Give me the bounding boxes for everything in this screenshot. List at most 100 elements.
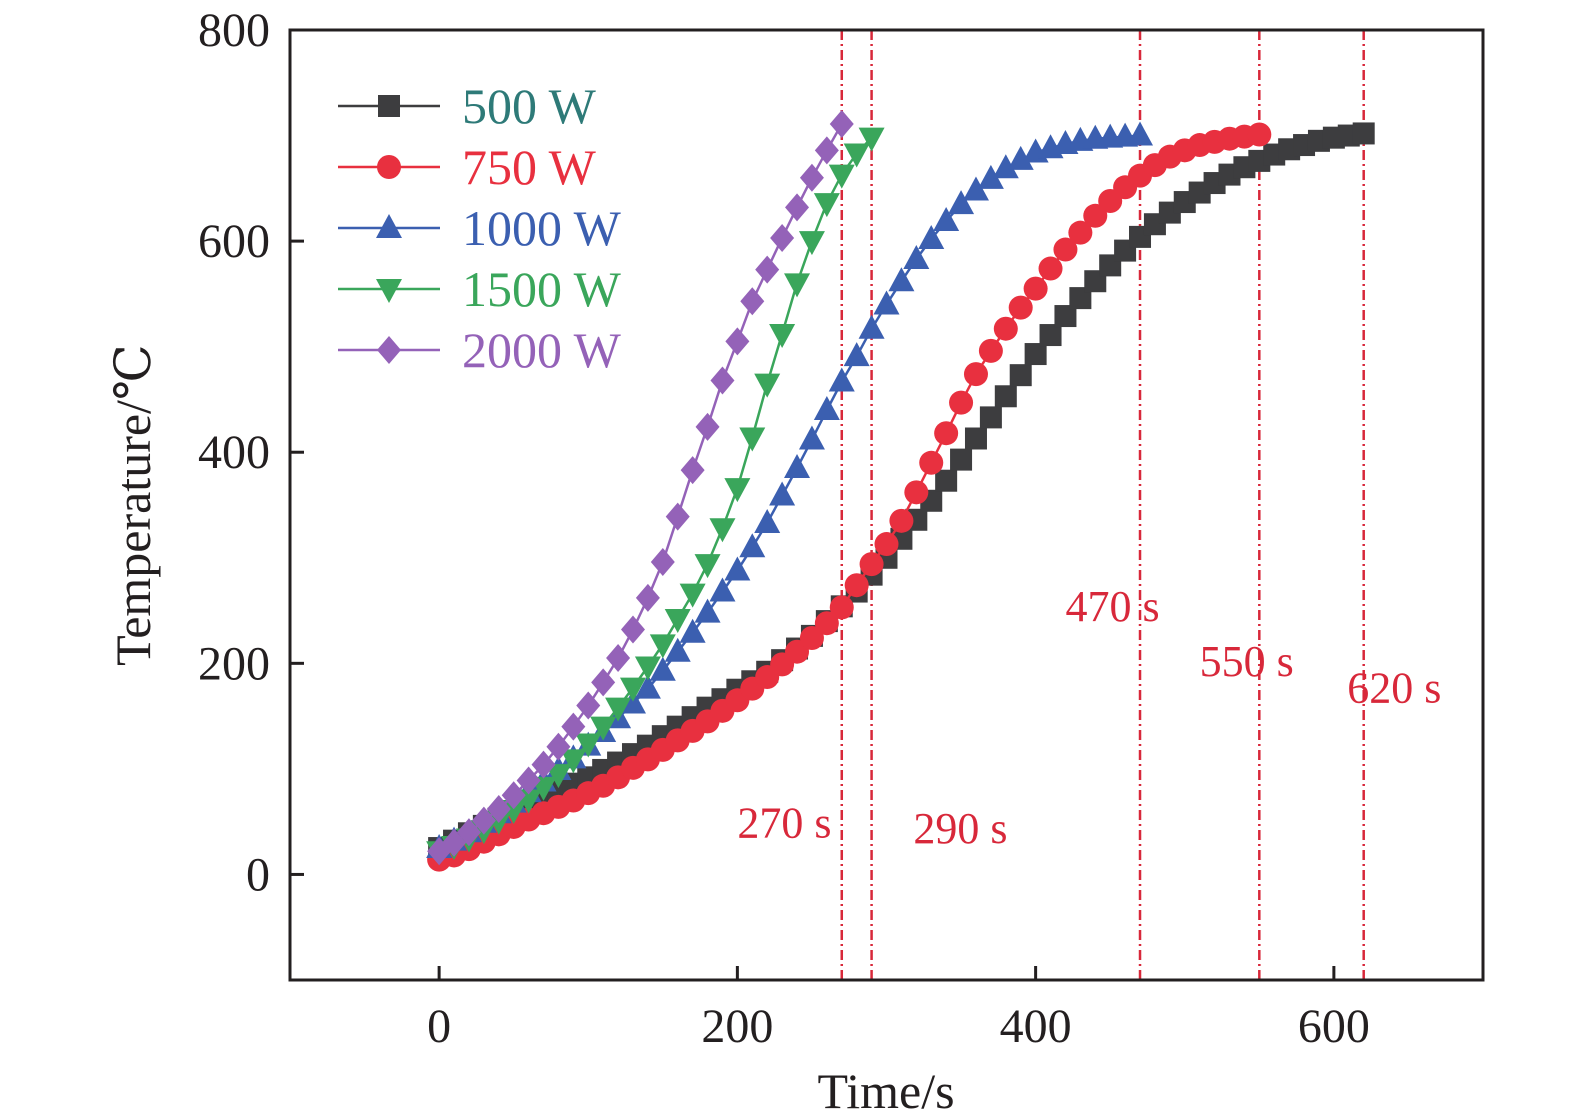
data-point (649, 656, 676, 681)
legend-marker (378, 95, 400, 117)
data-point (813, 193, 840, 218)
vline-label: 620 s (1347, 663, 1441, 712)
data-point (1023, 276, 1048, 301)
data-point (619, 677, 646, 702)
data-point (785, 193, 810, 222)
legend-label: 2000 W (462, 322, 622, 378)
y-tick-label: 0 (246, 848, 270, 901)
plot-frame (288, 28, 1485, 982)
data-point (724, 478, 751, 503)
data-point (740, 287, 765, 316)
data-point (679, 618, 706, 643)
data-point (560, 749, 587, 774)
data-point (889, 508, 914, 533)
data-point (1039, 324, 1062, 347)
x-tick-label: 400 (1000, 1000, 1072, 1053)
data-point (710, 366, 735, 395)
data-point (650, 548, 675, 576)
series-line (438, 123, 843, 853)
legend-marker (376, 279, 402, 303)
data-point (694, 598, 721, 623)
data-point (1007, 145, 1034, 170)
legend-label: 500 W (462, 78, 597, 134)
data-point (919, 450, 944, 475)
y-tick-label: 200 (198, 637, 270, 690)
data-point (634, 656, 661, 681)
data-point (545, 764, 572, 789)
data-point (843, 143, 870, 168)
data-point (858, 127, 885, 152)
vline-label: 270 s (737, 799, 831, 848)
data-point (950, 448, 973, 471)
series-2000w (427, 109, 854, 866)
data-point (754, 508, 781, 533)
y-tick-label: 400 (198, 426, 270, 479)
data-point (755, 255, 780, 284)
data-point (934, 421, 959, 446)
data-point (516, 766, 541, 795)
annotations: 270 s 290 s 470 s 550 s 620 s (737, 582, 1441, 853)
legend-entry: 2000 W (338, 322, 622, 378)
data-point (1054, 305, 1077, 328)
data-point (828, 367, 855, 392)
data-point (546, 732, 571, 761)
legend-entry: 1000 W (338, 200, 622, 256)
series-750w (427, 122, 1272, 872)
data-point (1053, 237, 1078, 262)
data-point (486, 795, 511, 823)
data-point (575, 733, 602, 758)
data-point (739, 427, 766, 452)
data-point (964, 427, 987, 450)
data-point (724, 556, 751, 581)
data-point (680, 456, 705, 485)
data-point (739, 533, 766, 558)
data-point (799, 626, 824, 650)
data-point (904, 480, 929, 505)
data-point (620, 615, 645, 644)
data-point (978, 338, 1003, 363)
data-point (694, 554, 721, 579)
data-point (829, 595, 854, 620)
data-point (1009, 364, 1032, 387)
data-point (918, 225, 945, 249)
data-point (605, 697, 632, 722)
data-point (1008, 295, 1033, 320)
axis-ticks: 0 200 400 600 0 200 400 600 800 (198, 4, 1370, 1053)
legend-marker (376, 214, 402, 238)
data-point (725, 327, 750, 356)
vline-label: 470 s (1065, 582, 1159, 631)
x-tick-label: 600 (1298, 1000, 1370, 1053)
x-tick-label: 0 (427, 1000, 451, 1053)
data-point (531, 750, 556, 779)
plot-series (426, 109, 1375, 872)
data-point (1024, 343, 1047, 366)
data-point (874, 532, 899, 557)
y-axis-label: Temperature/℃ (105, 344, 161, 666)
data-point (784, 273, 811, 298)
data-point (888, 267, 915, 292)
data-point (664, 609, 691, 633)
data-point (695, 412, 720, 441)
data-point (769, 481, 796, 506)
data-point (1127, 121, 1154, 146)
data-point (798, 231, 825, 256)
legend-marker (377, 336, 401, 364)
data-point (606, 644, 631, 673)
data-point (994, 385, 1017, 408)
data-point (1068, 220, 1093, 245)
data-point (1069, 287, 1092, 310)
legend-entry: 750 W (338, 139, 597, 195)
data-point (456, 818, 481, 847)
data-point (591, 668, 616, 697)
data-point (471, 806, 496, 835)
data-point (873, 290, 900, 315)
data-point (769, 324, 796, 348)
data-point (963, 362, 988, 387)
data-point (977, 164, 1004, 189)
data-point (814, 136, 839, 165)
data-point (664, 637, 691, 662)
data-point (798, 425, 825, 450)
data-point (844, 573, 869, 598)
